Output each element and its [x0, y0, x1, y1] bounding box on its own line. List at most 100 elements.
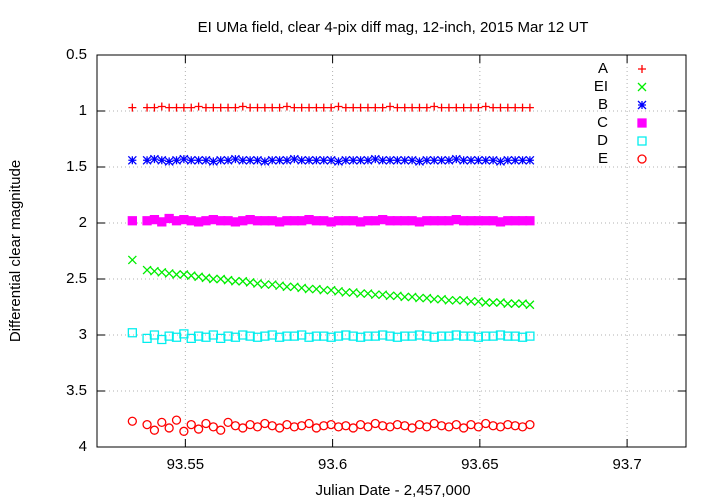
data-point [142, 419, 152, 430]
y-axis-label: Differential clear magnitude [7, 160, 24, 342]
data-point [415, 103, 424, 112]
data-point [311, 284, 321, 294]
data-point [503, 155, 513, 165]
x-axis-label: Julian Date - 2,457,000 [315, 482, 470, 499]
data-point [429, 155, 439, 165]
y-tick-label: 3.5 [66, 382, 87, 399]
data-point [326, 332, 336, 342]
data-point [444, 103, 453, 112]
data-point [356, 289, 366, 299]
data-point [172, 270, 181, 279]
data-point [142, 155, 152, 165]
data-point [473, 296, 483, 306]
data-point [415, 156, 424, 166]
data-point [341, 103, 350, 112]
data-point [267, 155, 277, 165]
data-point [157, 217, 167, 227]
data-point [208, 156, 218, 166]
data-point [274, 217, 285, 227]
data-point [341, 155, 351, 165]
data-point [164, 156, 174, 166]
data-point [319, 285, 329, 295]
data-point [473, 422, 484, 432]
legend-label: E [598, 150, 608, 167]
data-point [172, 155, 181, 165]
x-tick-label: 93.6 [318, 456, 347, 473]
data-point [422, 293, 432, 303]
data-point [355, 217, 366, 227]
data-point [171, 216, 182, 226]
data-point [503, 103, 512, 112]
data-point [473, 155, 483, 165]
data-point [363, 422, 373, 432]
data-point [525, 155, 535, 165]
data-point [172, 103, 181, 112]
data-point [165, 103, 174, 112]
data-point [201, 418, 211, 429]
data-point [444, 216, 454, 226]
data-point [289, 331, 299, 341]
data-point [260, 103, 269, 112]
data-point [149, 154, 159, 164]
data-point [437, 103, 446, 112]
data-point [179, 270, 189, 279]
data-point [392, 291, 402, 301]
data-point [304, 418, 314, 429]
data-point [127, 155, 137, 165]
data-point [157, 102, 166, 111]
data-point [164, 268, 174, 278]
data-point [407, 423, 417, 433]
data-point [467, 103, 476, 112]
data-point [186, 271, 196, 281]
data-point [334, 286, 343, 296]
data-point [363, 289, 373, 299]
data-point [503, 299, 513, 309]
data-point [488, 331, 498, 341]
data-point [208, 274, 218, 284]
data-point [246, 103, 255, 112]
data-point [356, 103, 365, 112]
data-point [326, 217, 336, 227]
data-point [356, 155, 366, 165]
data-point [511, 103, 520, 112]
data-point [481, 155, 491, 165]
data-point [253, 155, 262, 165]
legend-label: D [597, 132, 608, 149]
data-point [223, 155, 233, 165]
y-tick-label: 2.5 [66, 270, 87, 287]
data-point [238, 423, 248, 433]
data-point [223, 417, 233, 427]
data-point [312, 103, 321, 112]
data-point [282, 102, 291, 111]
legend-marker [637, 154, 647, 164]
data-point [392, 332, 403, 342]
data-point [230, 154, 240, 164]
data-point [334, 102, 343, 111]
data-point [488, 298, 498, 307]
data-point [392, 155, 402, 165]
data-point [245, 155, 255, 165]
data-point [289, 154, 299, 164]
data-point [400, 103, 409, 112]
data-point [517, 332, 528, 342]
data-point [341, 287, 351, 297]
data-point [157, 417, 167, 427]
data-point [422, 103, 431, 112]
data-point [230, 217, 241, 227]
data-point [422, 155, 432, 165]
data-point [304, 284, 314, 294]
data-point [496, 103, 505, 112]
data-point [179, 426, 189, 436]
data-point [363, 155, 373, 165]
y-tick-label: 2 [79, 214, 87, 231]
data-point [334, 156, 343, 166]
data-point [481, 102, 490, 111]
data-point [201, 103, 210, 112]
data-point [171, 332, 182, 342]
y-tick-label: 3 [79, 326, 87, 343]
data-point [128, 103, 137, 112]
data-point [142, 265, 152, 275]
data-point [518, 103, 527, 112]
